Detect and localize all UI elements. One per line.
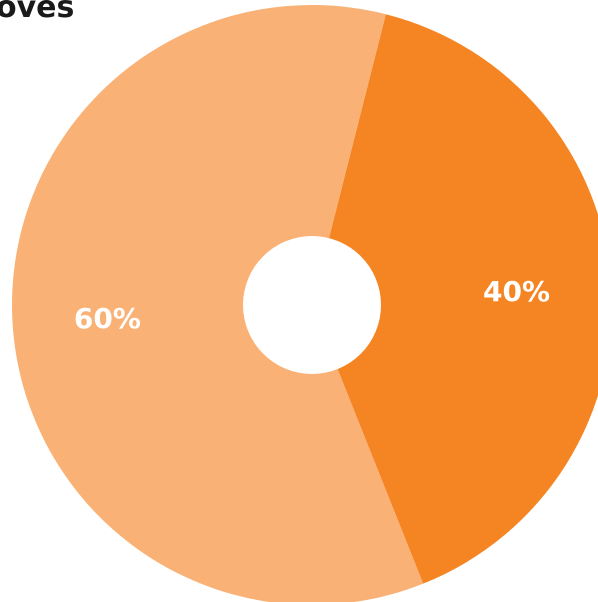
donut-hole xyxy=(243,236,381,374)
chart-title: oves xyxy=(0,0,75,25)
slice-label-40-percent: 40% xyxy=(483,275,550,308)
slice-label-60-percent: 60% xyxy=(74,302,141,335)
pie-slice-60-percent xyxy=(12,5,424,602)
pie-slice-40-percent xyxy=(312,14,598,584)
